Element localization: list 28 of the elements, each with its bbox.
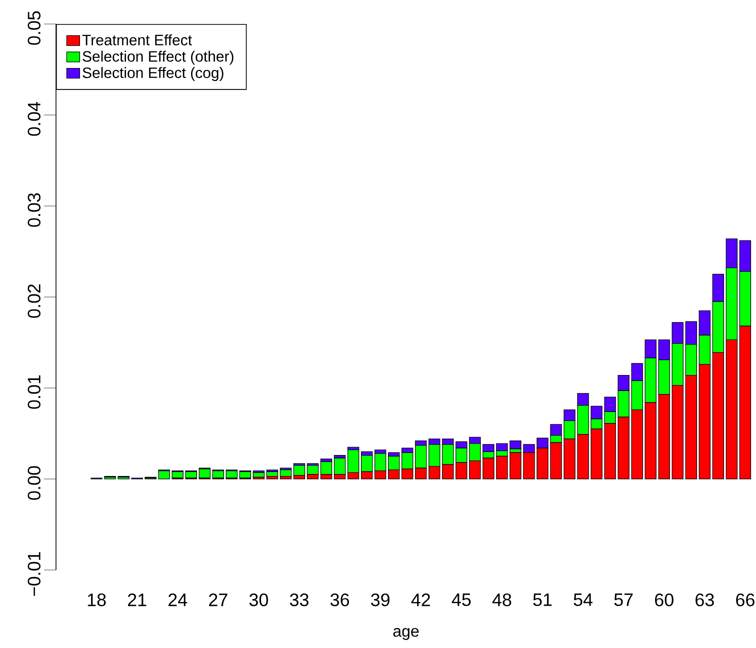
x-tick-label: 21: [128, 594, 146, 606]
x-tick-label: 27: [209, 594, 228, 606]
x-axis-title: age: [393, 628, 419, 640]
x-tick-label: 48: [492, 594, 512, 606]
x-tick-label: 24: [168, 594, 188, 606]
legend-label: Selection Effect (other): [82, 50, 234, 65]
y-tick-label: 0.03: [28, 193, 40, 227]
x-tick-label: 51: [533, 593, 552, 606]
x-tick-label: 18: [88, 594, 106, 606]
x-tick-label: 66: [736, 594, 754, 606]
y-tick-label: −0.01: [28, 552, 40, 596]
x-tick-label: 42: [411, 594, 430, 606]
y-tick-label: 0.02: [28, 284, 40, 318]
y-tick-label: 0.04: [28, 102, 40, 136]
x-tick-label: 57: [614, 593, 633, 606]
y-tick-label: 0.01: [28, 375, 40, 409]
x-tick-label: 54: [574, 593, 593, 606]
legend-label: Selection Effect (cog): [82, 67, 224, 82]
legend-label: Treatment Effect: [82, 34, 192, 46]
x-tick-label: 33: [290, 594, 308, 606]
y-tick-label: 0.00: [28, 466, 40, 500]
x-tick-label: 60: [655, 594, 674, 606]
x-tick-label: 39: [371, 594, 390, 606]
x-tick-label: 63: [696, 594, 714, 606]
y-tick-label: 0.05: [28, 11, 40, 45]
x-tick-label: 45: [452, 593, 471, 606]
x-tick-label: 30: [249, 594, 268, 606]
x-tick-label: 36: [330, 594, 350, 606]
